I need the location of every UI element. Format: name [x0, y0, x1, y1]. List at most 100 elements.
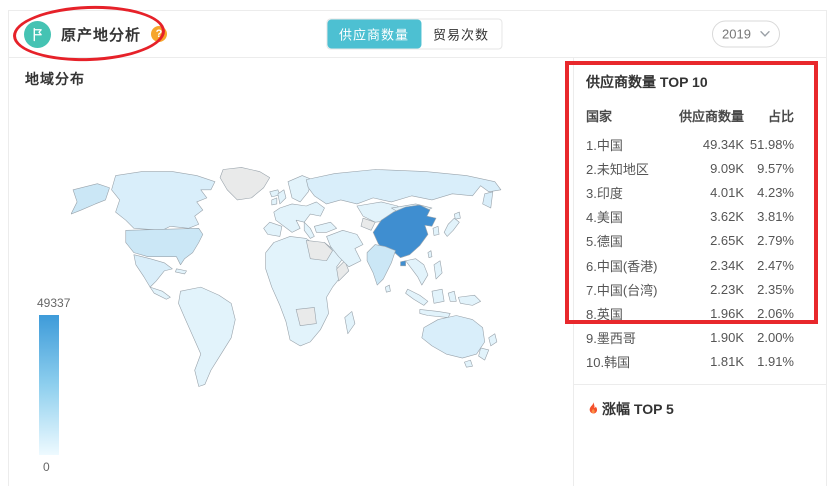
cell-count: 49.34K: [702, 136, 745, 152]
country-ireland: [271, 197, 278, 206]
flame-icon: [586, 401, 600, 416]
tab-supplier-count[interactable]: 供应商数量: [326, 19, 421, 49]
cell-count: 2.23K: [710, 281, 745, 297]
question-mark-icon[interactable]: ?: [151, 26, 168, 42]
cell-share: 2.35%: [757, 281, 794, 297]
cell-share: 1.91%: [757, 354, 794, 370]
country-greenland: [219, 167, 271, 201]
country-china-hainan: [400, 260, 406, 267]
region-central-america: [149, 286, 171, 300]
region-malaysia-sumatra: [405, 288, 429, 306]
card-header: 原产地分析 ? 供应商数量 贸易次数 2019: [9, 11, 826, 58]
map-title: 地域分布: [25, 71, 85, 87]
legend-min-label: 0: [43, 460, 50, 474]
cell-share: 2.06%: [757, 305, 794, 321]
growth-title: 涨幅 TOP 5: [586, 399, 794, 419]
island-java: [419, 309, 451, 318]
view-tab-group: 供应商数量 贸易次数: [325, 18, 502, 50]
cell-country: 4.美国: [586, 210, 623, 226]
cell-share: 4.23%: [757, 184, 794, 200]
cell-share: 2.00%: [757, 330, 794, 346]
table-row: 10.韩国 1.81K 1.91%: [586, 350, 794, 374]
cell-count: 1.96K: [710, 305, 745, 321]
chevron-down-icon: [760, 31, 770, 38]
cell-count: 3.62K: [710, 209, 745, 225]
region-south-africa-nodata: [295, 307, 317, 326]
top10-header-row: 国家 供应商数量 占比: [586, 104, 794, 132]
country-taiwan: [427, 250, 433, 259]
table-row: 6.中国(香港) 2.34K 2.47%: [586, 253, 794, 277]
cell-share: 2.79%: [757, 233, 794, 249]
country-canada: [111, 171, 216, 231]
island-sulawesi: [447, 290, 457, 302]
table-row: 1.中国 49.34K 51.98%: [586, 132, 794, 156]
country-japan: [443, 217, 460, 237]
page-title: 原产地分析: [61, 26, 142, 44]
year-select[interactable]: 2019: [712, 20, 780, 48]
legend-gradient-bar: [39, 315, 59, 455]
cell-country: 7.中国(台湾): [586, 282, 658, 298]
region-indochina: [405, 258, 429, 286]
region-kamchatka: [482, 191, 494, 209]
region-scandinavia: [287, 175, 313, 203]
cell-count: 2.34K: [710, 257, 745, 273]
country-cuba: [175, 268, 187, 275]
cell-share: 2.47%: [757, 257, 794, 273]
region-iberia: [263, 221, 283, 237]
table-row: 2.未知地区 9.09K 9.57%: [586, 156, 794, 180]
stats-panel: 供应商数量 TOP 10 国家 供应商数量 占比 1.中国 49.34K 51.98…: [573, 58, 826, 486]
cell-share: 3.81%: [757, 209, 794, 225]
country-new-zealand-south: [478, 347, 490, 361]
country-sri-lanka: [385, 284, 391, 293]
cell-country: 6.中国(香港): [586, 258, 658, 274]
table-row: 3.印度 4.01K 4.23%: [586, 180, 794, 204]
island-new-guinea: [458, 294, 481, 306]
table-row: 7.中国(台湾) 2.23K 2.35%: [586, 277, 794, 301]
country-korea: [432, 225, 440, 236]
top10-title: 供应商数量 TOP 10: [586, 74, 708, 90]
cell-country: 9.墨西哥: [586, 331, 636, 347]
cell-country: 3.印度: [586, 185, 623, 201]
region-horn-africa-nodata: [336, 260, 350, 282]
column-header-count: 供应商数量: [679, 109, 745, 124]
country-usa: [125, 227, 204, 266]
flag-icon: [24, 20, 51, 48]
country-philippines: [433, 260, 443, 280]
cell-country: 10.韩国: [586, 355, 631, 371]
country-russia: [305, 169, 502, 205]
country-new-zealand-north: [488, 333, 498, 347]
country-turkey: [314, 221, 337, 233]
region-central-asia-nodata: [360, 217, 376, 231]
cell-country: 8.英国: [586, 306, 623, 322]
island-tasmania: [464, 359, 473, 368]
top10-table: 国家 供应商数量 占比 1.中国 49.34K 51.98% 2.未知地区 9.09K…: [586, 104, 794, 374]
table-row: 8.英国 1.96K 2.06%: [586, 301, 794, 325]
region-south-america: [178, 286, 236, 387]
cell-country: 2.未知地区: [586, 161, 649, 177]
table-row: 4.美国 3.62K 3.81%: [586, 205, 794, 229]
map-color-legend: 49337 0: [37, 296, 77, 474]
legend-max-label: 49337: [37, 296, 71, 310]
origin-analysis-card: 原产地分析 ? 供应商数量 贸易次数 2019 地域分布: [8, 10, 827, 486]
map-panel: 地域分布: [9, 58, 573, 486]
table-row: 9.墨西哥 1.90K 2.00%: [586, 326, 794, 350]
table-row: 5.德国 2.65K 2.79%: [586, 229, 794, 253]
cell-count: 9.09K: [710, 160, 745, 176]
country-mexico: [133, 254, 173, 288]
cell-count: 1.81K: [710, 354, 745, 370]
header-title-group: 原产地分析 ?: [9, 20, 168, 48]
island-borneo: [431, 288, 445, 304]
column-header-country: 国家: [586, 109, 613, 124]
section-divider: [574, 383, 826, 385]
cell-country: 1.中国: [586, 137, 623, 153]
country-australia: [421, 315, 485, 359]
cell-share: 51.98%: [749, 136, 794, 152]
country-japan-hokkaido: [453, 211, 461, 220]
content-area: 地域分布: [9, 58, 826, 486]
tab-trade-count[interactable]: 贸易次数: [432, 27, 489, 43]
year-select-value: 2019: [722, 26, 751, 42]
region-middle-east: [326, 230, 364, 268]
top10-body: 1.中国 49.34K 51.98% 2.未知地区 9.09K 9.57% 3.印度 4.…: [586, 132, 794, 374]
world-map: [71, 167, 502, 387]
